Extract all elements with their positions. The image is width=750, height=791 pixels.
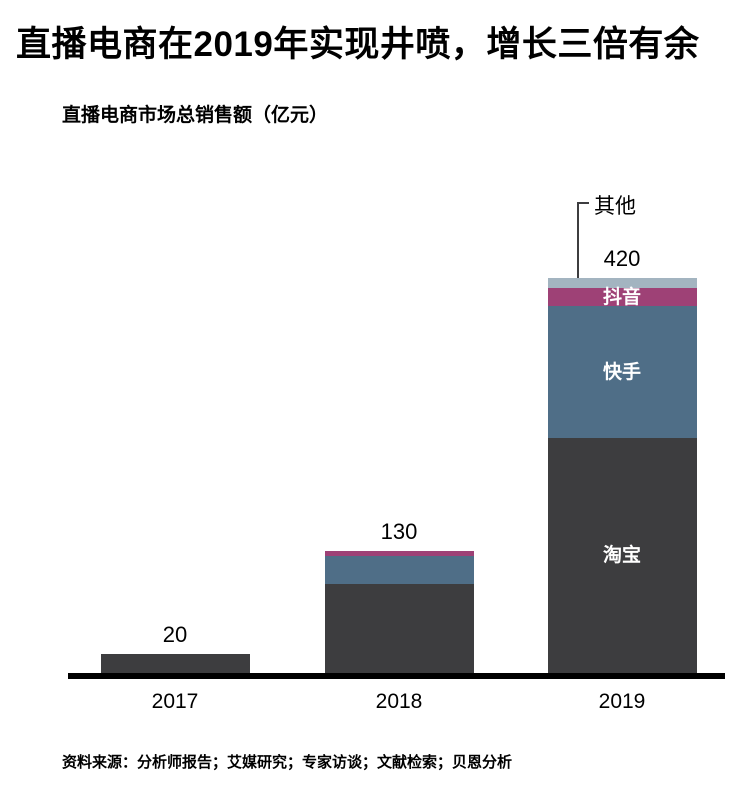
bar-segment-2018-淘宝 — [324, 583, 474, 673]
bar-value-label-2017: 20 — [162, 622, 188, 648]
bar-segment-2018-快手 — [324, 555, 474, 584]
chart-subtitle: 直播电商市场总销售额（亿元） — [62, 105, 329, 126]
callout-line — [577, 202, 579, 282]
bar-2017 — [100, 654, 250, 673]
page-title: 直播电商在2019年实现井喷，增长三倍有余 — [16, 25, 700, 64]
callout-line-elbow — [577, 202, 589, 204]
x-tick-label-2018: 2018 — [375, 690, 423, 713]
callout-label-other: 其他 — [594, 195, 636, 218]
bar-value-label-2018: 130 — [380, 518, 418, 544]
bar-segment-2017-淘宝 — [100, 654, 250, 673]
bar-2018 — [324, 550, 474, 673]
bar-segment-2019-抖音: 抖音 — [547, 286, 697, 308]
bar-segment-2019-淘宝: 淘宝 — [547, 438, 697, 673]
segment-label-抖音: 抖音 — [602, 286, 641, 308]
source-note: 资料来源：分析师报告；艾媒研究；专家访谈；文献检索；贝恩分析 — [62, 754, 513, 771]
bar-segment-2018-抖音 — [324, 550, 474, 556]
bar-segment-2019-其他 — [547, 278, 697, 288]
x-axis-line — [68, 673, 725, 679]
bar-2019: 抖音 快手 淘宝 — [547, 278, 697, 673]
bar-segment-2019-快手: 快手 — [547, 306, 697, 438]
x-tick-label-2019: 2019 — [598, 690, 646, 713]
segment-label-快手: 快手 — [602, 361, 641, 383]
x-tick-label-2017: 2017 — [151, 690, 199, 713]
segment-label-淘宝: 淘宝 — [602, 545, 641, 566]
bar-value-label-2019: 420 — [603, 246, 641, 272]
